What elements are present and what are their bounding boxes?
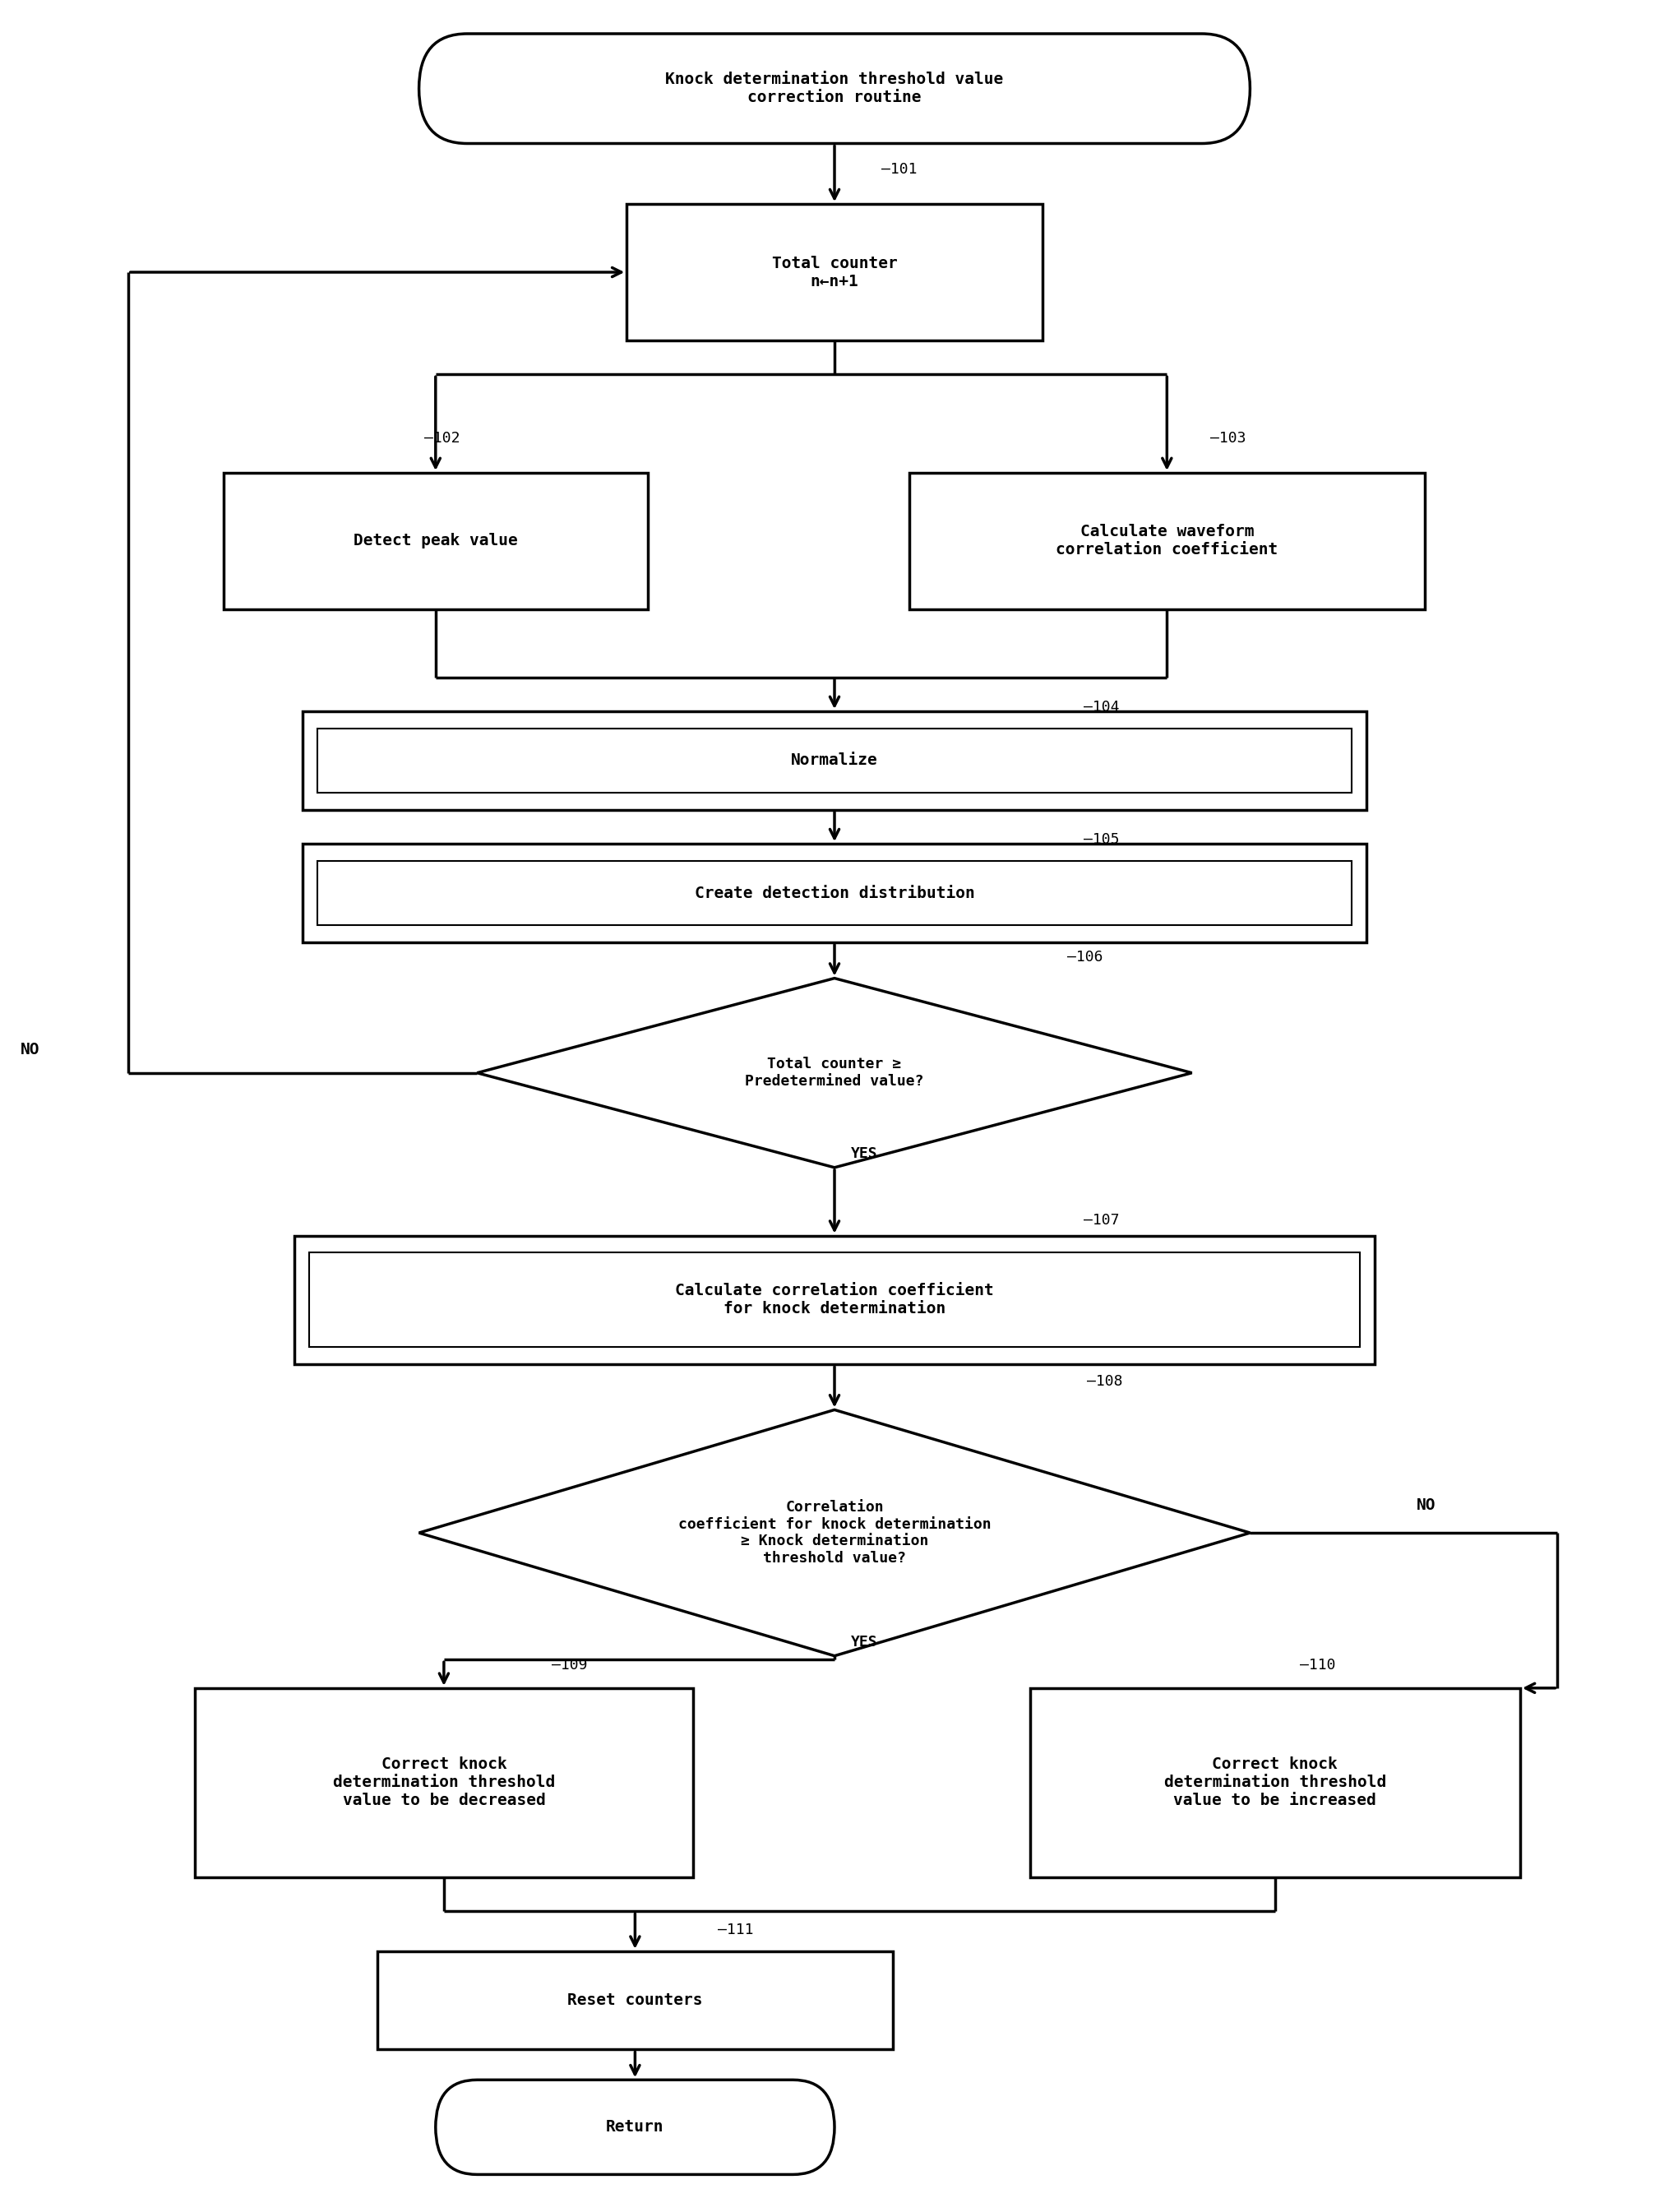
Bar xyxy=(317,860,1352,925)
Text: Calculate waveform
correlation coefficient: Calculate waveform correlation coefficie… xyxy=(1056,524,1278,557)
Polygon shape xyxy=(419,1409,1250,1657)
Bar xyxy=(910,473,1425,608)
Bar xyxy=(309,1252,1360,1347)
Text: Knock determination threshold value
correction routine: Knock determination threshold value corr… xyxy=(666,71,1003,106)
Bar xyxy=(628,204,1041,341)
Bar xyxy=(377,1951,893,2051)
Text: Create detection distribution: Create detection distribution xyxy=(694,885,975,900)
Text: —105: —105 xyxy=(1083,832,1120,847)
Text: —111: —111 xyxy=(718,1922,754,1938)
Bar xyxy=(294,1237,1375,1365)
Text: Calculate correlation coefficient
for knock determination: Calculate correlation coefficient for kn… xyxy=(674,1283,995,1316)
Text: —110: —110 xyxy=(1300,1657,1335,1672)
Text: —103: —103 xyxy=(1210,431,1247,447)
Text: YES: YES xyxy=(851,1635,878,1650)
Text: Reset counters: Reset counters xyxy=(567,1993,703,2008)
Text: —107: —107 xyxy=(1083,1212,1120,1228)
Bar xyxy=(1030,1688,1520,1878)
Text: —108: —108 xyxy=(1087,1374,1123,1389)
Polygon shape xyxy=(477,978,1192,1168)
Text: Correct knock
determination threshold
value to be decreased: Correct knock determination threshold va… xyxy=(332,1756,556,1809)
Text: —101: —101 xyxy=(881,161,916,177)
Text: YES: YES xyxy=(851,1146,878,1161)
Text: —102: —102 xyxy=(424,431,459,447)
Text: NO: NO xyxy=(1417,1498,1435,1513)
Text: —104: —104 xyxy=(1083,699,1120,714)
Bar xyxy=(302,712,1367,810)
Text: —106: —106 xyxy=(1066,949,1103,964)
Text: Total counter ≥
Predetermined value?: Total counter ≥ Predetermined value? xyxy=(744,1057,925,1088)
Text: —109: —109 xyxy=(552,1657,587,1672)
FancyBboxPatch shape xyxy=(436,2079,834,2174)
Bar xyxy=(317,728,1352,792)
Text: Return: Return xyxy=(606,2119,664,2135)
Bar xyxy=(195,1688,693,1878)
Text: NO: NO xyxy=(20,1042,40,1057)
Bar xyxy=(302,843,1367,942)
Text: Correct knock
determination threshold
value to be increased: Correct knock determination threshold va… xyxy=(1163,1756,1385,1809)
Text: Total counter
n←n+1: Total counter n←n+1 xyxy=(771,254,898,290)
Bar xyxy=(224,473,648,608)
Text: Normalize: Normalize xyxy=(791,752,878,768)
Text: Detect peak value: Detect peak value xyxy=(354,533,517,549)
Text: Correlation
coefficient for knock determination
≥ Knock determination
threshold : Correlation coefficient for knock determ… xyxy=(678,1500,991,1566)
FancyBboxPatch shape xyxy=(419,33,1250,144)
